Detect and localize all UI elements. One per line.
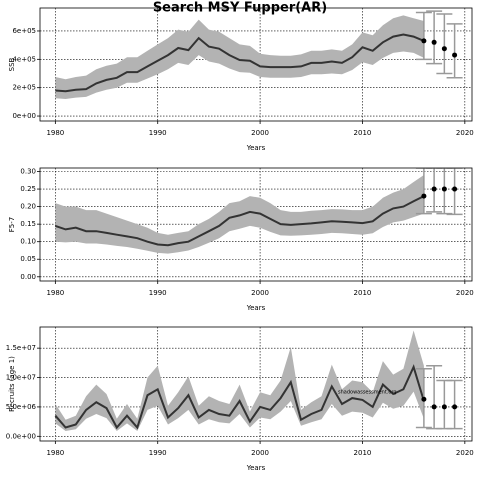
projection-point [431,39,437,45]
plot-frame [39,167,473,282]
x-tick-label: 2010 [354,289,372,297]
median-line [54,364,425,430]
projection-point [441,404,447,410]
y-tick-label: 4e+05 [12,55,36,63]
y-tick-label: 0.25 [20,185,36,193]
x-tick-label: 1980 [46,129,64,137]
confidence-band [55,175,424,254]
y-tick-label: 0.00 [20,273,36,281]
y-tick-label: 0.0e+00 [6,432,36,440]
y-tick-label: 0.20 [20,203,36,211]
y-tick-label: 2e+05 [12,84,36,92]
plot-frame [39,7,473,122]
plot-area [40,8,472,121]
y-tick-label: 0.05 [20,255,36,263]
projection-point [452,404,458,410]
x-axis-label: Years [246,144,266,152]
projection-point [421,38,427,44]
y-tick-label: 0e+00 [12,112,36,120]
x-tick-label: 2000 [251,289,269,297]
y-tick-label: 0.15 [20,220,36,228]
projection-point [452,52,458,58]
x-tick-label: 2020 [456,289,474,297]
y-tick-label: 5.0e+06 [6,403,37,411]
x-tick-label: 2000 [251,449,269,457]
projection-point [441,186,447,192]
plot-area [40,168,472,281]
figure-title: Search MSY Fupper(AR) [153,1,327,16]
x-axis-label: Years [246,464,266,472]
x-tick-label: 2010 [354,129,372,137]
confidence-band [55,330,424,431]
median-line [55,195,425,247]
x-axis-label: Years [246,304,266,312]
y-axis-label: F5-7 [8,217,16,232]
x-tick-label: 2010 [354,449,372,457]
projection-point [452,186,458,192]
x-tick-label: 1990 [149,289,167,297]
y-tick-label: 1.0e+07 [6,374,36,382]
confidence-band [55,15,424,99]
y-tick-label: 1.5e+07 [6,344,36,352]
projection-point [421,396,427,402]
x-tick-label: 1980 [46,449,64,457]
y-tick-label: 0.30 [20,168,36,176]
projection-point [441,46,447,52]
annotation: shadowassessment.org [338,390,397,396]
plot-area [40,327,472,441]
plot-frame [39,326,473,442]
x-tick-label: 1990 [149,449,167,457]
y-axis-label: Recruits (age 1) [8,356,16,412]
median-line [55,33,425,93]
x-tick-label: 1990 [149,129,167,137]
x-tick-label: 1980 [46,289,64,297]
x-tick-label: 2020 [456,129,474,137]
y-tick-label: 0.10 [20,238,36,246]
projection-point [421,193,427,199]
x-tick-label: 2020 [456,449,474,457]
y-tick-label: 6e+05 [12,27,36,35]
y-axis-label: SSB [8,57,16,71]
x-tick-label: 2000 [251,129,269,137]
projection-point [431,186,437,192]
projection-point [431,404,437,410]
